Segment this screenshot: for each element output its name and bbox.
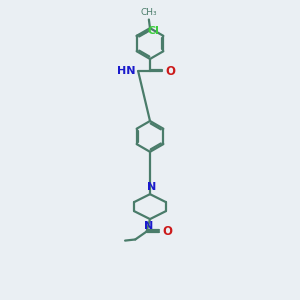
Text: HN: HN [118, 66, 136, 76]
Text: O: O [162, 225, 172, 238]
Text: O: O [165, 65, 175, 78]
Text: N: N [146, 182, 156, 192]
Text: N: N [144, 221, 154, 231]
Text: CH₃: CH₃ [141, 8, 157, 17]
Text: Cl: Cl [148, 26, 160, 36]
